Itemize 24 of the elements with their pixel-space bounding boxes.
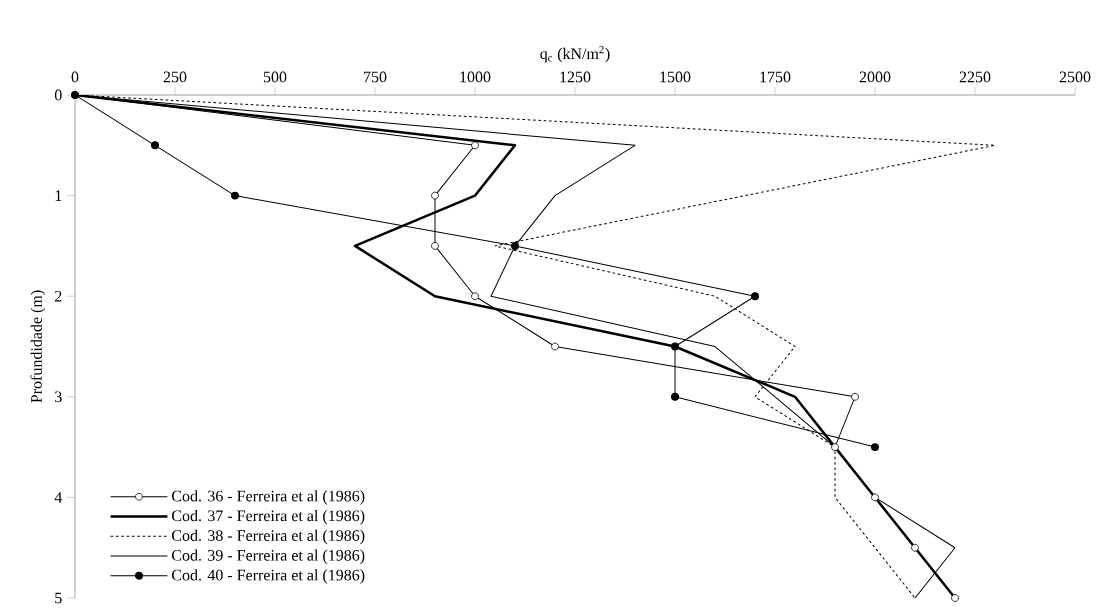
x-tick-label: 1250 [560,71,591,83]
x-tick-label: 2000 [859,71,891,83]
x-tick-label: 250 [163,71,187,83]
legend-label: Cod. 36 - Ferreira et al (1986) [171,490,365,505]
y-tick-label: 5 [55,592,62,604]
x-tick-label: 1000 [460,71,491,83]
x-axis-title: q$_{c}$ (kN/m$^{2}$) [540,46,610,63]
x-tick-label: 1750 [760,71,791,83]
y-tick-label: 1 [55,190,62,201]
x-tick-label: 750 [364,71,387,83]
y-tick-label: 0 [54,89,62,101]
y-axis-title: Profundidade (m) [30,290,46,403]
x-tick-label: 500 [263,71,287,83]
legend-label: Cod. 37 - Ferreira et al (1986) [171,509,365,525]
y-tick-label: 3 [55,391,62,403]
legend-label: Cod. 38 - Ferreira et al (1986) [171,529,365,545]
x-tick-label: 0 [71,71,79,83]
y-tick-label: 4 [54,492,63,503]
legend-label: Cod. 39 - Ferreira et al (1986) [171,549,365,564]
x-tick-label: 1500 [660,71,691,83]
legend-label: Cod. 40 - Ferreira et al (1986) [171,569,365,584]
y-tick-label: 2 [55,290,62,302]
x-tick-label: 2250 [959,71,991,83]
x-tick-label: 2500 [1059,71,1091,83]
